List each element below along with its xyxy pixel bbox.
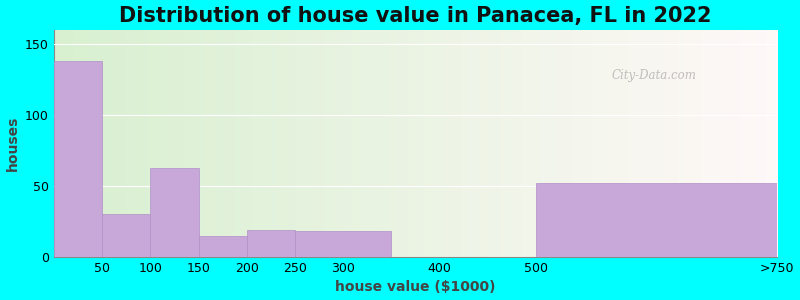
Text: City-Data.com: City-Data.com <box>612 69 697 82</box>
Title: Distribution of house value in Panacea, FL in 2022: Distribution of house value in Panacea, … <box>119 6 712 26</box>
X-axis label: house value ($1000): house value ($1000) <box>335 280 496 294</box>
Y-axis label: houses: houses <box>6 116 19 171</box>
Bar <box>198 236 246 257</box>
Bar <box>102 214 150 257</box>
Bar <box>150 168 198 257</box>
Bar <box>295 232 391 257</box>
Bar <box>54 61 102 257</box>
Bar <box>536 183 777 257</box>
Bar <box>246 230 295 257</box>
